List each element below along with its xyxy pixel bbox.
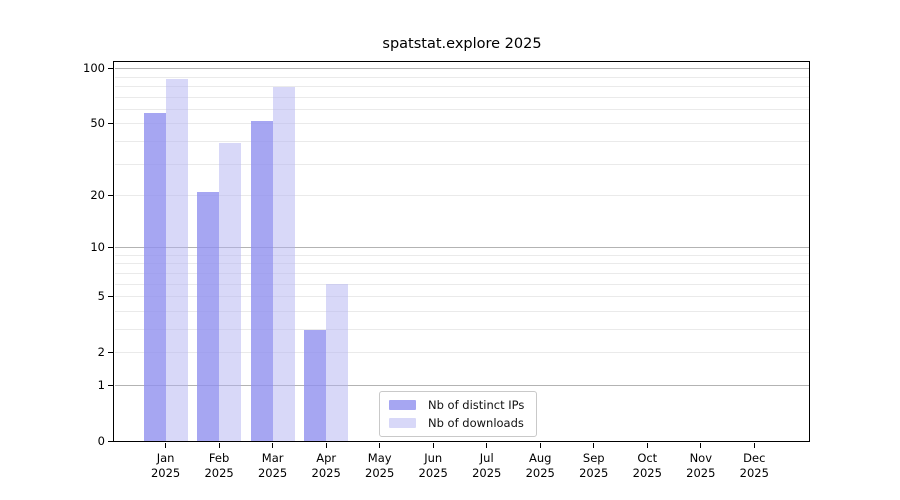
- x-tick: [432, 443, 434, 448]
- x-tick-label-year: 2025: [579, 465, 609, 480]
- x-tick-label-month: Jan: [156, 451, 175, 465]
- x-tick: [539, 443, 541, 448]
- x-tick: [325, 443, 327, 448]
- x-tick-label-month: Apr: [316, 451, 337, 465]
- legend-label: Nb of distinct IPs: [428, 398, 525, 412]
- x-tick-label-year: 2025: [365, 465, 395, 480]
- x-tick-label: May 2025: [352, 451, 408, 480]
- chart-title: spatstat.explore 2025: [382, 36, 542, 52]
- y-tick-label: 20: [90, 188, 105, 203]
- x-tick-label-year: 2025: [257, 465, 288, 480]
- x-tick-label: Apr 2025: [298, 451, 354, 480]
- x-tick-label-year: 2025: [418, 465, 448, 480]
- x-tick-label-month: Nov: [689, 451, 713, 465]
- legend: Nb of distinct IPs Nb of downloads: [379, 391, 538, 437]
- x-tick-label-year: 2025: [472, 465, 502, 480]
- x-tick-label-month: Jun: [424, 451, 443, 465]
- x-tick-label-month: Feb: [208, 451, 230, 465]
- x-tick-label: Mar 2025: [245, 451, 301, 480]
- x-tick-label: Sep 2025: [566, 451, 622, 480]
- y-tick-label: 50: [90, 116, 105, 131]
- x-tick-label: Jul 2025: [459, 451, 515, 480]
- x-tick-label-year: 2025: [311, 465, 341, 480]
- x-tick-label-month: Aug: [529, 451, 552, 465]
- legend-swatch: [389, 400, 416, 410]
- x-tick-label: Dec 2025: [726, 451, 782, 480]
- y-tick-label: 10: [90, 240, 105, 255]
- x-tick-label-month: May: [367, 451, 392, 465]
- x-tick-label-year: 2025: [204, 465, 234, 480]
- x-tick-label: Aug 2025: [512, 451, 568, 480]
- x-tick-label-year: 2025: [525, 465, 555, 480]
- x-tick-label: Jun 2025: [405, 451, 461, 480]
- x-tick: [753, 443, 755, 448]
- x-tick: [165, 443, 167, 448]
- plot-frame: [113, 61, 810, 442]
- x-tick-label: Nov 2025: [673, 451, 729, 480]
- legend-row: Nb of distinct IPs: [389, 397, 524, 413]
- x-tick-label-month: Jul: [479, 451, 494, 465]
- x-tick-label-year: 2025: [632, 465, 662, 480]
- y-tick-label: 5: [97, 289, 105, 304]
- legend-row: Nb of downloads: [389, 415, 524, 431]
- x-tick-label-year: 2025: [686, 465, 716, 480]
- x-tick: [700, 443, 702, 448]
- legend-label: Nb of downloads: [428, 416, 524, 430]
- y-tick-label: 1: [97, 378, 105, 392]
- x-tick: [379, 443, 381, 448]
- x-tick-label: Jan 2025: [138, 451, 194, 480]
- x-tick-label-month: Oct: [637, 451, 658, 465]
- x-tick-label-month: Sep: [582, 451, 605, 465]
- x-tick: [272, 443, 274, 448]
- x-tick: [593, 443, 595, 448]
- y-tick-label: 100: [83, 61, 105, 76]
- y-tick-label: 0: [97, 434, 105, 448]
- legend-swatch: [389, 418, 416, 428]
- x-tick-label-month: Dec: [743, 451, 766, 465]
- x-tick-label-month: Mar: [261, 451, 284, 465]
- x-tick: [486, 443, 488, 448]
- x-tick-label-year: 2025: [150, 465, 181, 480]
- x-tick-label: Feb 2025: [191, 451, 247, 480]
- x-tick: [646, 443, 648, 448]
- x-tick: [218, 443, 220, 448]
- x-tick-label: Oct 2025: [619, 451, 675, 480]
- x-tick-label-year: 2025: [739, 465, 769, 480]
- y-tick-label: 2: [97, 345, 105, 360]
